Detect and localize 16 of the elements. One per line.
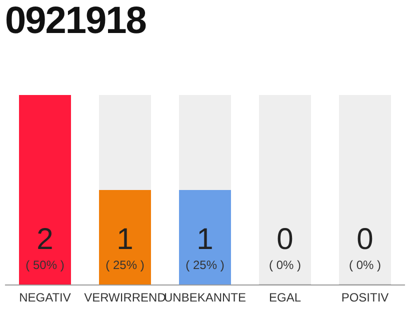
x-tick-label: NEGATIV [19, 290, 71, 305]
x-tick-label: POSITIV [341, 290, 389, 305]
annotation: ( 25% ) [186, 258, 224, 272]
data-label: 2 [36, 223, 54, 256]
data-label: 1 [196, 223, 214, 256]
chart-title: 0921918 [5, 0, 146, 43]
annotation: ( 0% ) [268, 258, 302, 272]
data-label: 0 [276, 223, 294, 256]
x-tick-label: EGAL [268, 290, 302, 305]
annotation: ( 25% ) [106, 258, 144, 272]
annotation: ( 50% ) [26, 258, 64, 272]
data-label: 1 [116, 223, 134, 256]
data-label: 0 [356, 223, 374, 256]
x-tick-label: VERWIRREND [84, 290, 166, 305]
x-tick-label: UNBEKANNTE [164, 290, 246, 305]
annotation: ( 0% ) [348, 258, 382, 272]
